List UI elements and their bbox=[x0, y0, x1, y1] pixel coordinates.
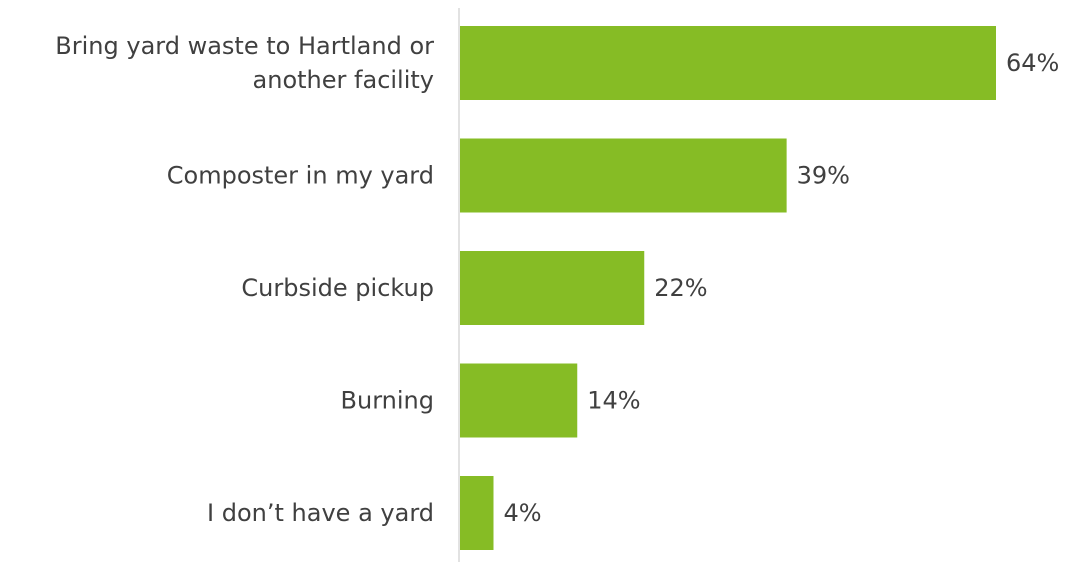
category-label: Bring yard waste to Hartland or another f… bbox=[55, 32, 434, 94]
category-label-line: Bring yard waste to Hartland or bbox=[55, 32, 434, 60]
data-label: 22% bbox=[654, 274, 707, 302]
data-label: 39% bbox=[797, 162, 850, 190]
category-label: Curbside pickup bbox=[241, 274, 434, 302]
chart-marks: 64% Bring yard waste to Hartland or anothe… bbox=[55, 26, 1059, 550]
category-label-line: Composter in my yard bbox=[167, 162, 434, 190]
bar bbox=[460, 26, 996, 100]
category-label: Burning bbox=[341, 387, 434, 415]
data-label: 14% bbox=[587, 387, 640, 415]
bar bbox=[460, 251, 645, 325]
category-label: I don’t have a yard bbox=[207, 499, 434, 527]
category-label-line: I don’t have a yard bbox=[207, 499, 434, 527]
category-label-line: Curbside pickup bbox=[241, 274, 434, 302]
data-label: 4% bbox=[504, 499, 542, 527]
category-label-line: Burning bbox=[341, 387, 434, 415]
category-label-line: another facility bbox=[253, 66, 434, 94]
bar bbox=[460, 138, 787, 213]
bar bbox=[460, 363, 578, 438]
bar bbox=[460, 476, 494, 550]
category-label: Composter in my yard bbox=[167, 162, 434, 190]
data-label: 64% bbox=[1006, 49, 1059, 77]
